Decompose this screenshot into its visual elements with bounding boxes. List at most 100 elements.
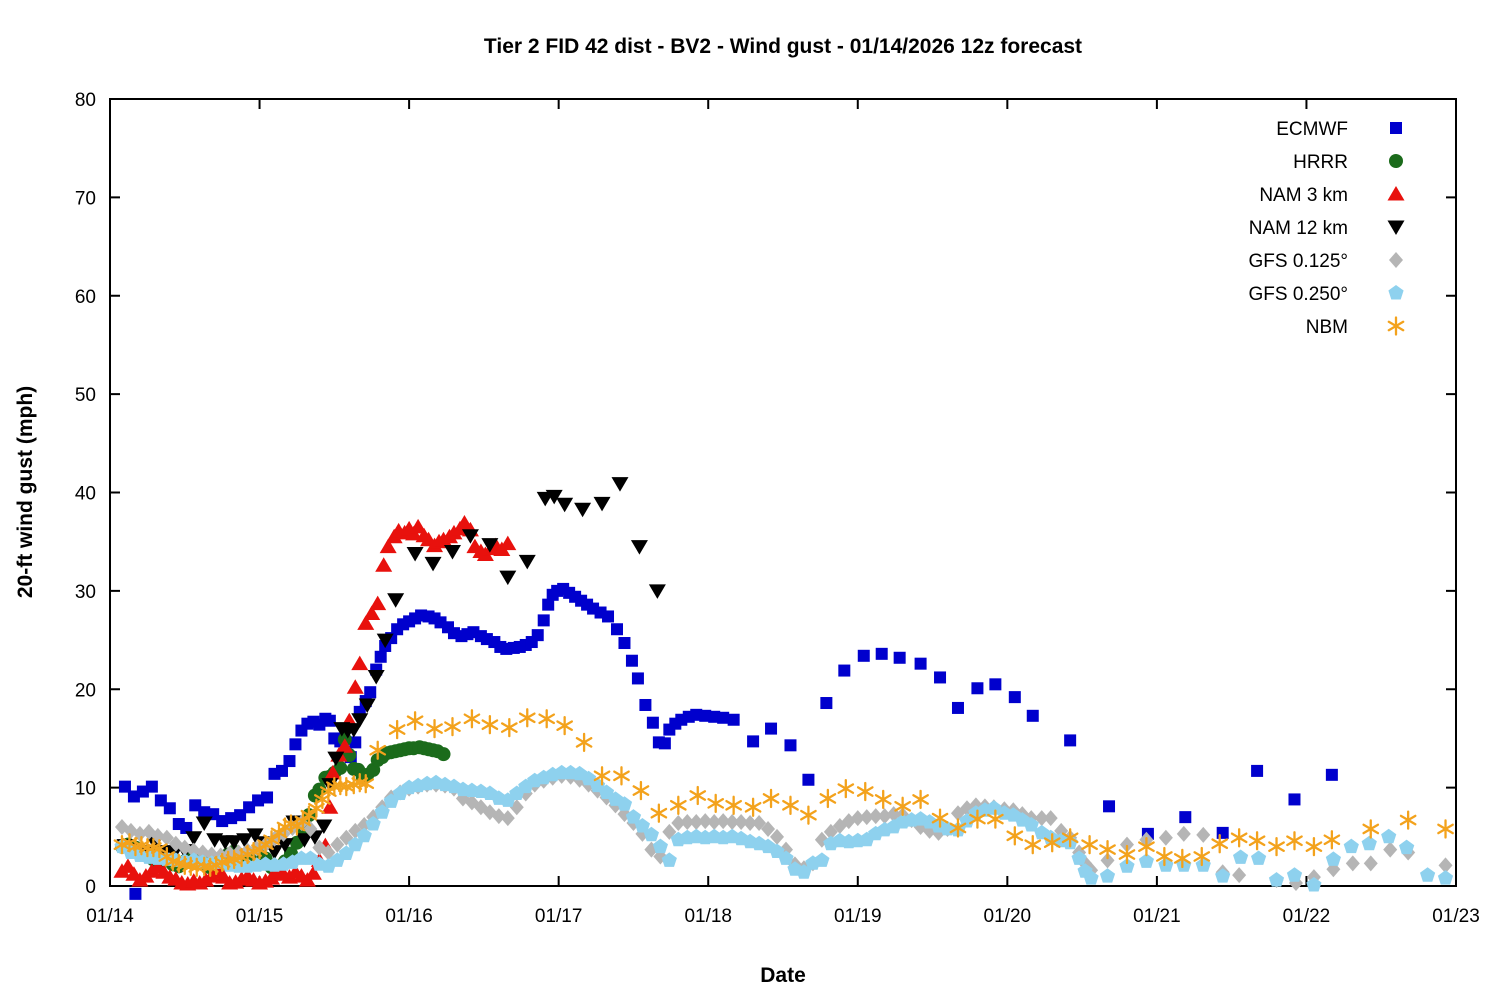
data-point-marker	[321, 799, 339, 814]
data-point-marker	[369, 740, 387, 760]
data-point-marker	[358, 698, 376, 713]
data-point-marker	[631, 672, 644, 685]
data-point-marker	[1230, 828, 1248, 848]
data-point-marker	[725, 795, 742, 815]
data-point-marker	[894, 796, 911, 816]
data-point-marker	[1103, 800, 1116, 813]
data-point-marker	[436, 747, 451, 762]
legend-label: GFS 0.125°	[1249, 251, 1348, 272]
data-point-marker	[761, 820, 776, 837]
data-point-marker	[716, 813, 731, 830]
data-point-marker	[375, 557, 393, 572]
data-point-marker	[270, 823, 288, 843]
data-point-marker	[1176, 825, 1191, 842]
data-point-marker	[1024, 835, 1042, 855]
y-tick-label: 50	[75, 385, 96, 406]
data-point-marker	[1156, 846, 1173, 867]
data-point-marker	[874, 789, 892, 810]
data-point-marker	[698, 813, 713, 830]
data-point-marker	[283, 755, 296, 768]
data-point-marker	[1251, 764, 1264, 777]
legend-item-gfs-0-250-: GFS 0.250°	[1249, 284, 1404, 305]
data-point-marker	[324, 764, 342, 780]
data-point-marker	[246, 828, 264, 843]
data-point-marker	[424, 556, 442, 572]
data-point-marker	[351, 655, 369, 671]
legend-item-ecmwf: ECMWF	[1276, 119, 1402, 140]
data-point-marker	[556, 497, 574, 513]
data-point-marker	[499, 570, 517, 586]
x-tick-label: 01/21	[1133, 906, 1181, 927]
data-point-marker	[333, 760, 348, 775]
y-tick-label: 60	[75, 287, 96, 308]
data-point-marker	[1387, 220, 1405, 235]
data-point-marker	[1026, 709, 1039, 722]
data-point-marker	[618, 637, 631, 650]
x-tick-label: 01/18	[684, 906, 732, 927]
data-point-marker	[186, 842, 201, 859]
data-point-marker	[349, 736, 362, 749]
data-point-marker	[652, 838, 668, 854]
data-point-marker	[1008, 691, 1021, 704]
data-point-marker	[800, 805, 817, 825]
data-point-marker	[931, 808, 949, 828]
data-point-marker	[969, 809, 986, 829]
data-point-marker	[610, 623, 623, 636]
data-point-marker	[734, 814, 749, 831]
legend-label: NAM 3 km	[1259, 185, 1348, 206]
legend-label: NBM	[1306, 317, 1348, 338]
data-point-marker	[294, 811, 312, 831]
data-point-marker	[1138, 837, 1155, 857]
data-point-marker	[1043, 810, 1058, 827]
x-tick-label: 01/15	[236, 906, 284, 927]
data-point-marker	[289, 738, 302, 751]
data-point-marker	[689, 814, 704, 831]
data-point-marker	[784, 739, 797, 752]
data-point-marker	[300, 805, 318, 825]
data-point-marker	[1325, 768, 1338, 781]
data-point-marker	[364, 686, 377, 699]
data-point-marker	[365, 816, 381, 831]
data-point-marker	[630, 540, 648, 555]
data-point-marker	[159, 829, 174, 846]
data-point-marker	[632, 780, 650, 801]
data-point-marker	[778, 850, 794, 865]
data-point-marker	[593, 766, 611, 786]
data-point-marker	[195, 816, 213, 832]
data-point-marker	[275, 764, 288, 777]
data-point-marker	[1381, 828, 1397, 844]
legend: ECMWF HRRR NAM 3 km NAM 12 km GFS 0.125° GFS …	[1249, 119, 1405, 338]
data-point-marker	[518, 708, 536, 728]
data-point-marker	[1286, 831, 1303, 851]
data-point-marker	[646, 716, 659, 729]
data-point-marker	[261, 791, 274, 804]
data-point-marker	[971, 682, 984, 695]
data-point-marker	[725, 814, 740, 831]
data-point-marker	[288, 816, 306, 836]
data-point-marker	[1064, 734, 1077, 747]
data-point-marker	[374, 804, 390, 819]
data-point-marker	[1099, 839, 1116, 860]
data-point-marker	[376, 633, 394, 649]
y-tick-label: 20	[75, 680, 96, 701]
data-point-marker	[1071, 850, 1087, 865]
data-point-marker	[1119, 836, 1134, 853]
legend-item-gfs-0-125-: GFS 0.125°	[1249, 251, 1403, 272]
data-point-marker	[1268, 837, 1285, 857]
data-point-marker	[850, 810, 865, 827]
x-tick-label: 01/17	[535, 906, 583, 927]
data-point-marker	[500, 810, 515, 827]
data-point-marker	[315, 819, 333, 834]
data-point-marker	[1437, 819, 1454, 839]
data-point-marker	[1345, 855, 1360, 872]
data-point-marker	[914, 657, 927, 670]
data-point-marker	[717, 711, 730, 724]
y-tick-label: 10	[75, 779, 96, 800]
data-point-marker	[1083, 870, 1099, 885]
data-point-marker	[625, 654, 638, 667]
data-point-marker	[1043, 833, 1061, 853]
data-point-marker	[625, 809, 642, 824]
data-point-marker	[426, 718, 443, 739]
data-point-marker	[1306, 877, 1322, 892]
